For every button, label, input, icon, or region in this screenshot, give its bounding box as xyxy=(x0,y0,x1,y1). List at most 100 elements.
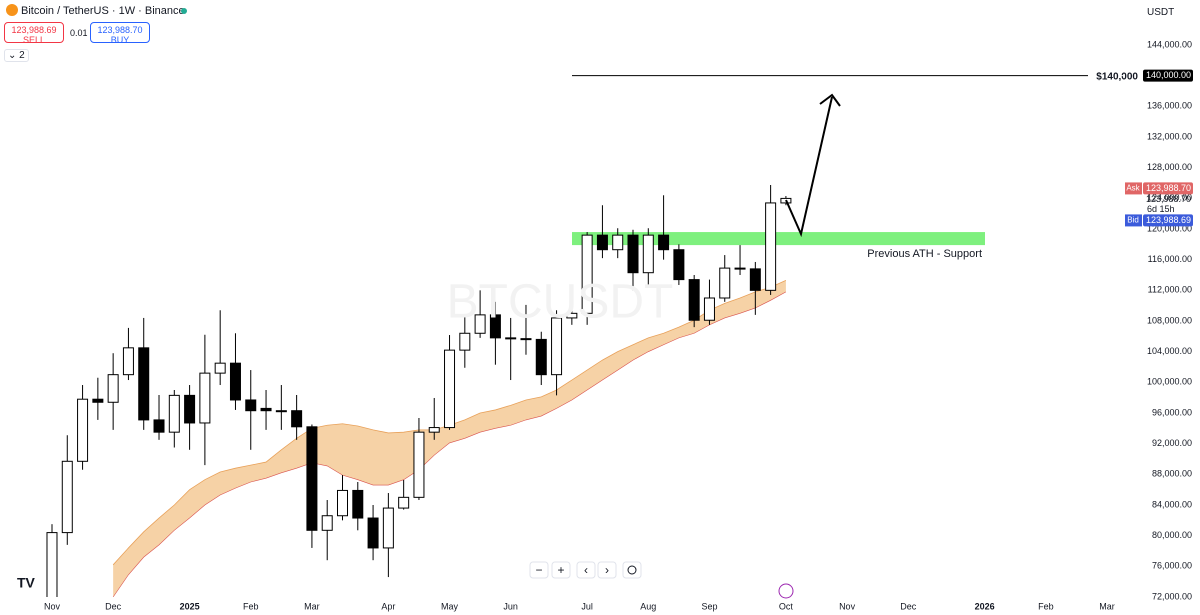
coin-icon xyxy=(6,4,18,16)
support-zone xyxy=(572,232,985,246)
candle-body xyxy=(428,427,440,433)
band-lower xyxy=(112,291,787,598)
ask-tag: 123,988.70 xyxy=(1146,183,1191,193)
control-button[interactable] xyxy=(597,561,617,579)
candle-body xyxy=(520,338,532,341)
candle-body xyxy=(382,507,394,549)
candle-body xyxy=(765,202,777,291)
candle-body xyxy=(596,234,608,251)
y-tick-label: 108,000.00 xyxy=(1147,315,1192,325)
logo: TV xyxy=(17,575,36,591)
y-tick-label: 84,000.00 xyxy=(1152,499,1192,509)
currency[interactable]: USDT xyxy=(1147,7,1175,18)
ask-label: Ask xyxy=(1126,184,1140,193)
target-tag: 140,000.00 xyxy=(1146,70,1191,80)
y-tick-label: 92,000.00 xyxy=(1152,438,1192,448)
x-tick-label: Aug xyxy=(640,601,656,611)
candle-body xyxy=(46,532,58,615)
candle-body xyxy=(306,426,318,531)
candle-body xyxy=(92,398,104,403)
candle-body xyxy=(245,399,257,412)
symbol: Bitcoin / TetherUS · 1W · Binance xyxy=(21,5,185,17)
reset-icon xyxy=(627,565,637,575)
sell-button[interactable]: 123,988.69 SELL xyxy=(4,22,64,45)
last-price: 123,988.70 xyxy=(1146,194,1191,204)
y-tick-label: 72,000.00 xyxy=(1152,591,1192,601)
x-tick-label: Apr xyxy=(381,601,395,611)
x-tick-label: Feb xyxy=(1038,601,1054,611)
candle-body xyxy=(719,267,731,299)
candle-body xyxy=(122,347,134,376)
buy-price: 123,988.70 xyxy=(97,25,143,35)
reset-button[interactable] xyxy=(622,561,642,579)
bid-tag: 123,988.69 xyxy=(1146,215,1191,225)
indicators-toggle[interactable]: ⌄ 2 xyxy=(4,49,29,62)
buy-label: BUY xyxy=(110,35,130,45)
candle-body xyxy=(367,517,379,549)
candle-body xyxy=(336,489,348,517)
candle-body xyxy=(459,332,471,351)
candle-body xyxy=(734,267,746,270)
y-tick-label: 132,000.00 xyxy=(1147,131,1192,141)
y-tick-label: 112,000.00 xyxy=(1148,285,1192,295)
x-tick-label: 2025 xyxy=(180,601,200,611)
candle-body xyxy=(291,410,303,428)
candle-body xyxy=(214,362,226,374)
y-tick-label: 100,000.00 xyxy=(1147,377,1192,387)
candle-body xyxy=(489,314,501,339)
control-label: › xyxy=(605,563,609,577)
target-tag-bg xyxy=(1143,69,1193,82)
candle-body xyxy=(703,297,715,321)
candle-body xyxy=(551,317,563,376)
arrow xyxy=(785,96,833,238)
y-tick-label: 116,000.00 xyxy=(1148,254,1192,264)
candle-body xyxy=(153,419,165,433)
candle-body xyxy=(444,349,456,429)
x-tick-label: Jul xyxy=(581,601,593,611)
y-tick-label: 128,000.00 xyxy=(1147,162,1192,172)
y-tick-label: 104,000.00 xyxy=(1147,346,1192,356)
candle-body xyxy=(566,312,578,319)
candle-body xyxy=(749,268,761,291)
x-tick-label: 2026 xyxy=(975,601,995,611)
control-label: + xyxy=(557,563,564,577)
ask-tag-bg xyxy=(1143,182,1193,195)
y-tick-label: 88,000.00 xyxy=(1152,469,1192,479)
control-button[interactable] xyxy=(551,561,571,579)
bid-tag-bg xyxy=(1143,214,1193,227)
bid-label: Bid xyxy=(1127,216,1139,225)
y-tick-label: 120,000.00 xyxy=(1147,223,1192,233)
candle-body xyxy=(275,410,287,413)
candle-body xyxy=(581,234,593,314)
y-tick-label: 80,000.00 xyxy=(1152,530,1192,540)
candle-body xyxy=(199,372,211,424)
y-tick-label: 124,000.00 xyxy=(1147,193,1192,203)
x-tick-label: Feb xyxy=(243,601,259,611)
control-button[interactable] xyxy=(529,561,549,579)
candle-body xyxy=(627,234,639,274)
spread: 0.01 xyxy=(70,28,88,38)
candle-body xyxy=(260,407,272,412)
candle-body xyxy=(688,279,700,321)
y-tick-label: 76,000.00 xyxy=(1152,561,1192,571)
candle-body xyxy=(107,374,119,403)
zone-label: Previous ATH - Support xyxy=(867,248,982,260)
candle-body xyxy=(184,394,196,424)
sell-label: SELL xyxy=(22,35,46,45)
x-tick-label: Dec xyxy=(900,601,917,611)
target-label: $140,000 xyxy=(1096,71,1138,82)
countdown: 6d 15h xyxy=(1147,204,1175,214)
candle-body xyxy=(413,431,425,498)
y-tick-label: 144,000.00 xyxy=(1147,39,1192,49)
candle-body xyxy=(398,496,410,509)
ask-label-bg xyxy=(1125,182,1142,195)
candle-body xyxy=(77,398,89,462)
control-button[interactable] xyxy=(576,561,596,579)
candle-body xyxy=(352,489,364,519)
watermark: BTCUSDT xyxy=(447,276,674,329)
candle-body xyxy=(168,394,180,433)
candle-body xyxy=(535,338,547,376)
buy-button[interactable]: 123,988.70 BUY xyxy=(90,22,150,45)
candle-body xyxy=(138,347,150,421)
